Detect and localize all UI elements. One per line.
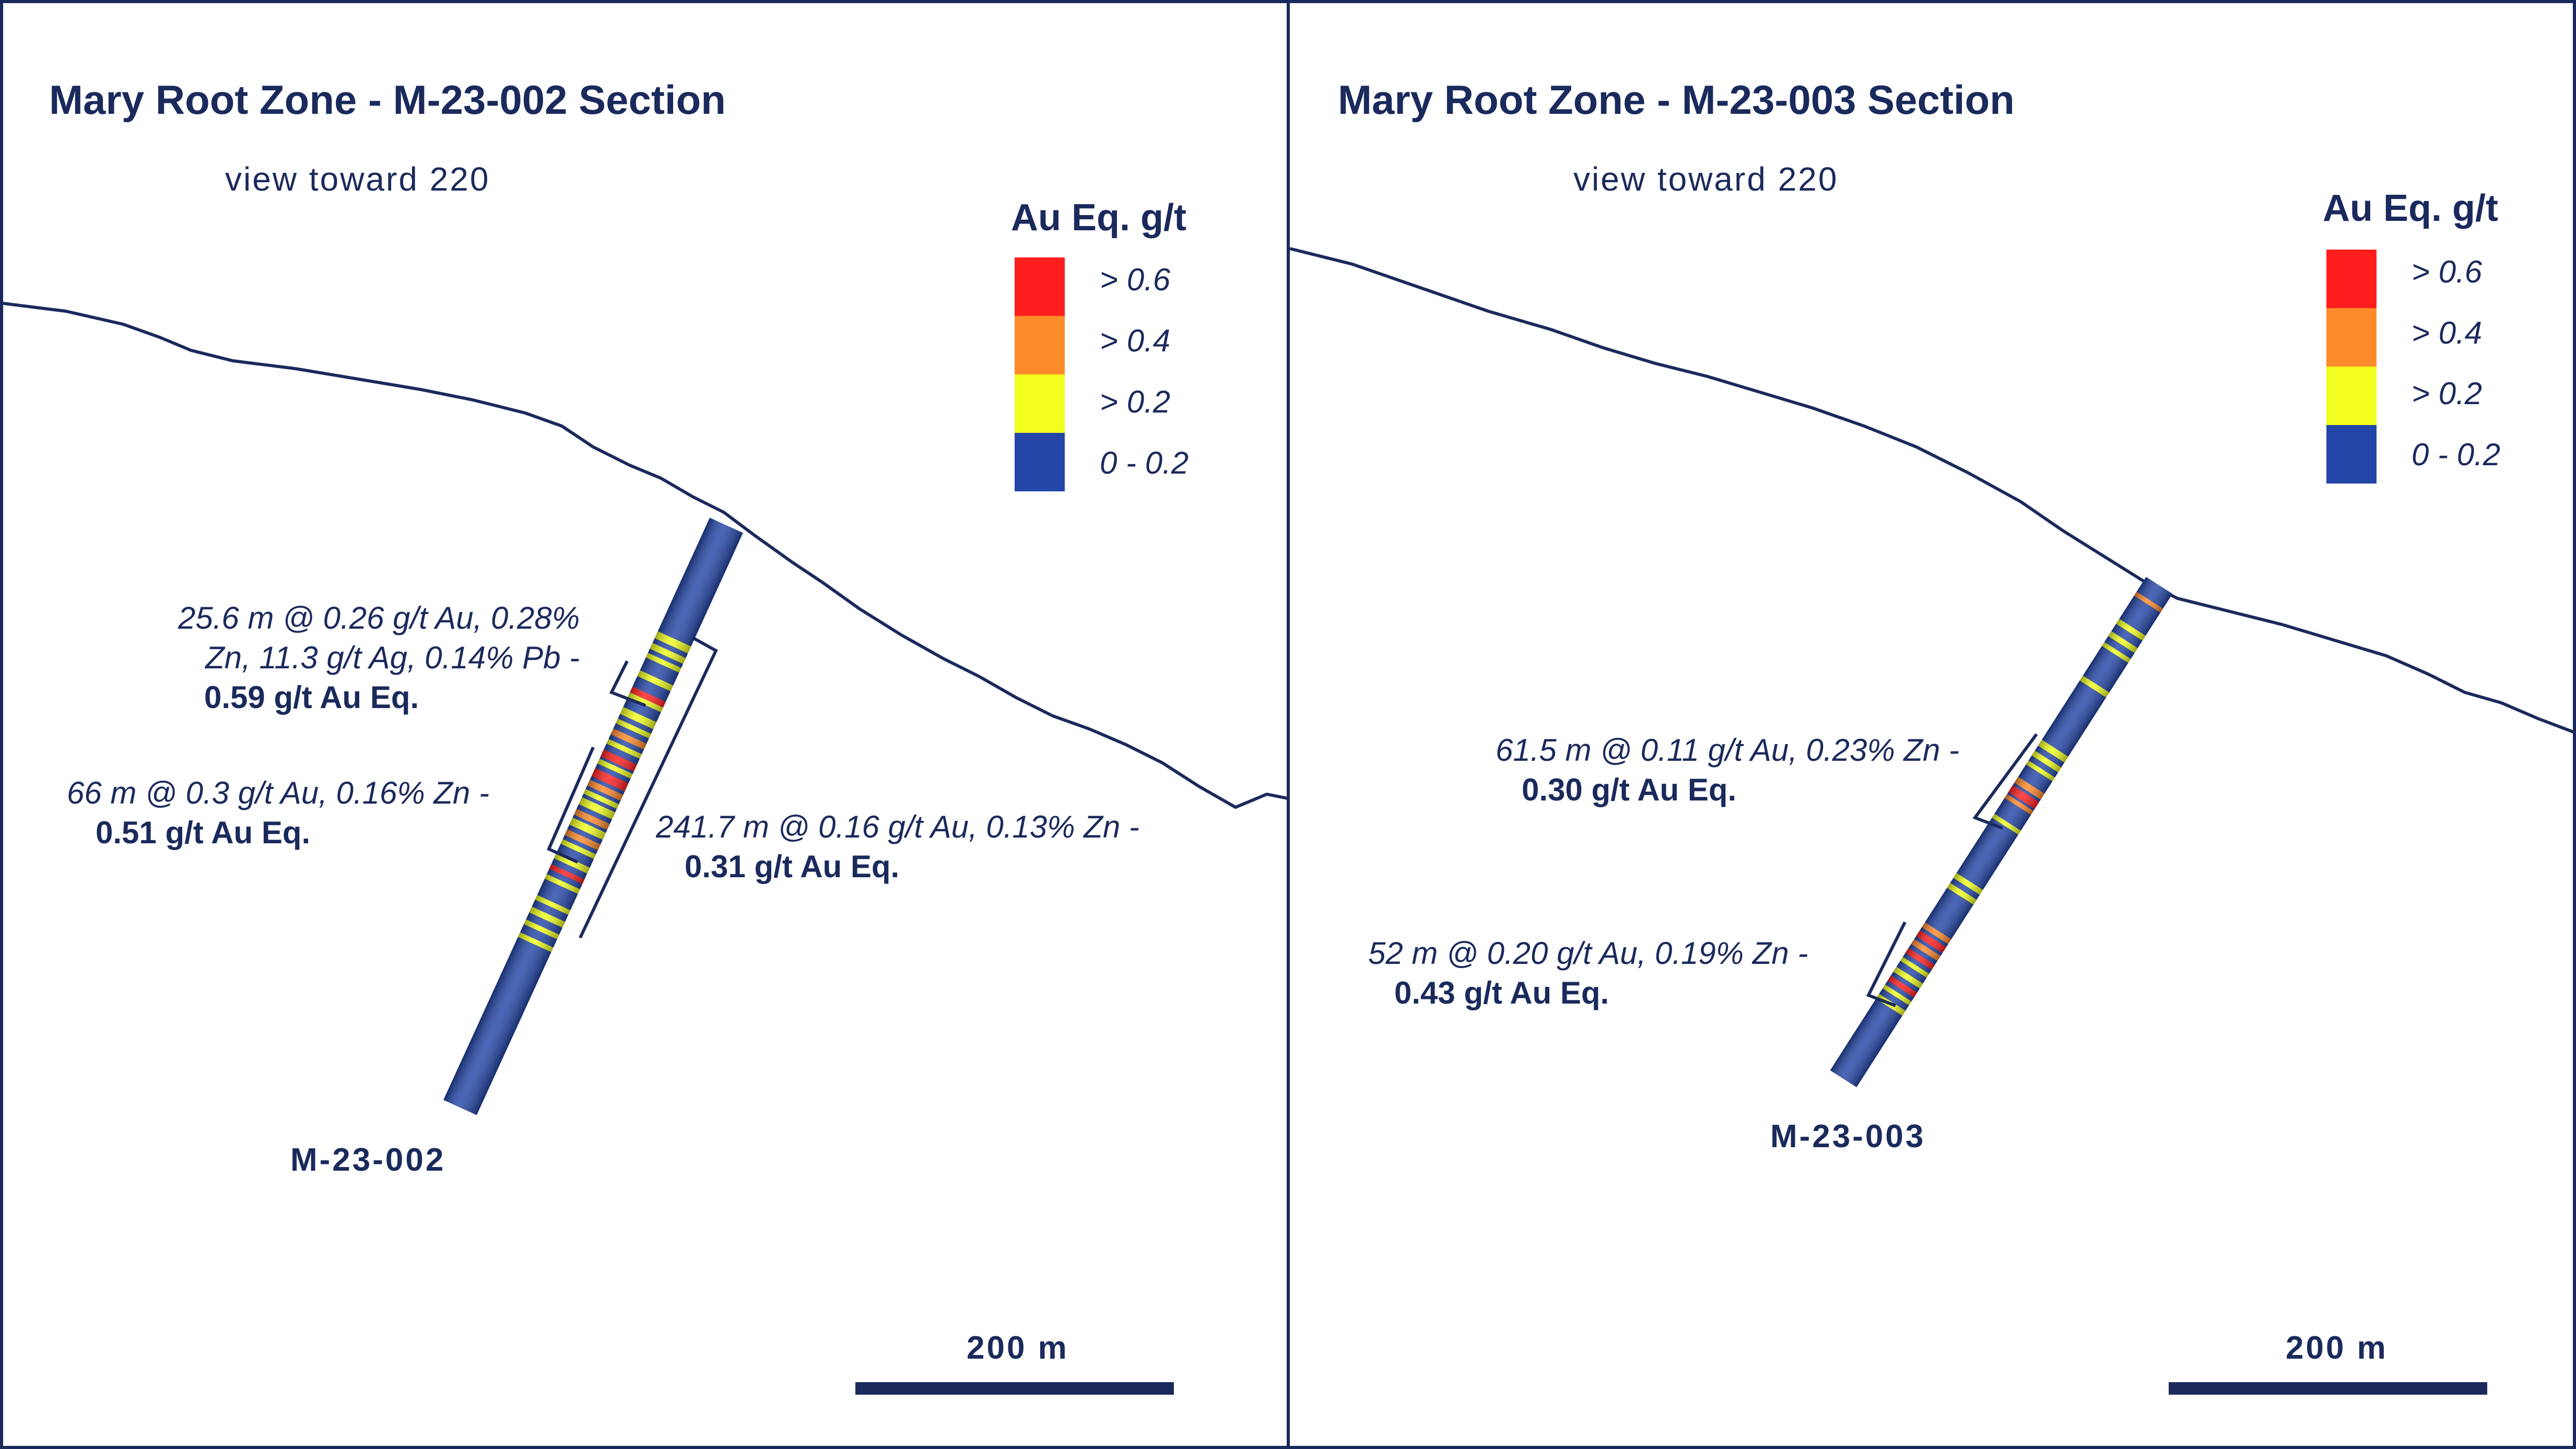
legend-swatch-yellow <box>1015 374 1065 433</box>
legend-label: 0 - 0.2 <box>1100 445 1189 480</box>
interval-text: 241.7 m @ 0.16 g/t Au, 0.13% Zn - <box>656 809 1139 844</box>
interval-bracket <box>579 636 718 939</box>
legend-swatch-orange <box>1015 316 1065 374</box>
interval-bracket <box>547 746 595 864</box>
scale-bar <box>855 1382 1174 1395</box>
interval-text: 61.5 m @ 0.11 g/t Au, 0.23% Zn - <box>1496 733 1960 768</box>
legend-label: > 0.6 <box>1100 262 1171 297</box>
legend-title: Au Eq. g/t <box>1011 197 1186 239</box>
scale-bar-label: 200 m <box>2286 1330 2388 1366</box>
topography-line <box>1290 247 2573 734</box>
view-direction-label: view toward 220 <box>1573 160 1839 198</box>
interval-bracket <box>1866 921 1907 1007</box>
legend-label: > 0.2 <box>2412 376 2483 411</box>
drillhole-m-23-002-trace <box>443 517 743 1115</box>
legend-swatch-red <box>1015 257 1065 316</box>
legend-label: 0 - 0.2 <box>2412 437 2501 472</box>
interval-grade: 0.59 g/t Au Eq. <box>204 680 419 715</box>
scale-bar <box>2169 1382 2487 1395</box>
legend-swatch-yellow <box>2326 367 2377 425</box>
section-panel-m-23-003: Mary Root Zone - M-23-003 Section view t… <box>1287 0 2576 1449</box>
scale-bar-label: 200 m <box>967 1330 1069 1366</box>
legend-label: > 0.4 <box>1100 323 1171 358</box>
section-panel-m-23-002: Mary Root Zone - M-23-002 Section view t… <box>0 0 1290 1449</box>
interval-annotation: 241.7 m @ 0.16 g/t Au, 0.13% Zn - 0.31 g… <box>656 807 1139 887</box>
interval-text: 52 m @ 0.20 g/t Au, 0.19% Zn - <box>1368 936 1808 971</box>
legend-label: > 0.4 <box>2412 315 2483 350</box>
legend-swatch-orange <box>2326 308 2377 367</box>
interval-annotation: 52 m @ 0.20 g/t Au, 0.19% Zn - 0.43 g/t … <box>1368 934 1808 1013</box>
legend-label: > 0.2 <box>1100 384 1171 419</box>
drillhole-shading <box>1830 576 2173 1088</box>
drillhole-shading <box>443 517 743 1115</box>
interval-annotation: 66 m @ 0.3 g/t Au, 0.16% Zn - 0.51 g/t A… <box>67 773 489 853</box>
interval-text: 66 m @ 0.3 g/t Au, 0.16% Zn - <box>67 775 490 810</box>
legend-title: Au Eq. g/t <box>2323 187 2498 229</box>
drillhole-m-23-003-trace <box>1830 576 2173 1088</box>
section-drawing <box>3 302 1287 1115</box>
interval-annotation: 61.5 m @ 0.11 g/t Au, 0.23% Zn - 0.30 g/… <box>1496 731 1959 810</box>
interval-grade: 0.51 g/t Au Eq. <box>96 815 311 850</box>
interval-grade: 0.30 g/t Au Eq. <box>1522 772 1737 807</box>
interval-text: 25.6 m @ 0.26 g/t Au, 0.28% <box>178 600 580 635</box>
interval-grade: 0.31 g/t Au Eq. <box>685 849 900 884</box>
view-direction-label: view toward 220 <box>225 160 490 198</box>
legend-swatch-blue <box>1015 433 1065 491</box>
section-title: Mary Root Zone - M-23-002 Section <box>49 77 726 123</box>
interval-bracket <box>609 660 646 707</box>
legend-swatch-red <box>2326 250 2377 308</box>
drillhole-label: M-23-003 <box>1770 1118 1926 1155</box>
section-drawing <box>1290 247 2573 1088</box>
legend-label: > 0.6 <box>2412 254 2483 289</box>
interval-grade: 0.43 g/t Au Eq. <box>1394 975 1609 1010</box>
interval-bracket <box>1972 733 2038 830</box>
interval-annotation: 25.6 m @ 0.26 g/t Au, 0.28% Zn, 11.3 g/t… <box>178 598 580 717</box>
section-title: Mary Root Zone - M-23-003 Section <box>1338 77 2015 123</box>
interval-text: Zn, 11.3 g/t Ag, 0.14% Pb - <box>205 640 580 675</box>
drillhole-label: M-23-002 <box>290 1142 446 1178</box>
legend-swatch-blue <box>2326 425 2377 484</box>
topography-line <box>3 302 1287 809</box>
